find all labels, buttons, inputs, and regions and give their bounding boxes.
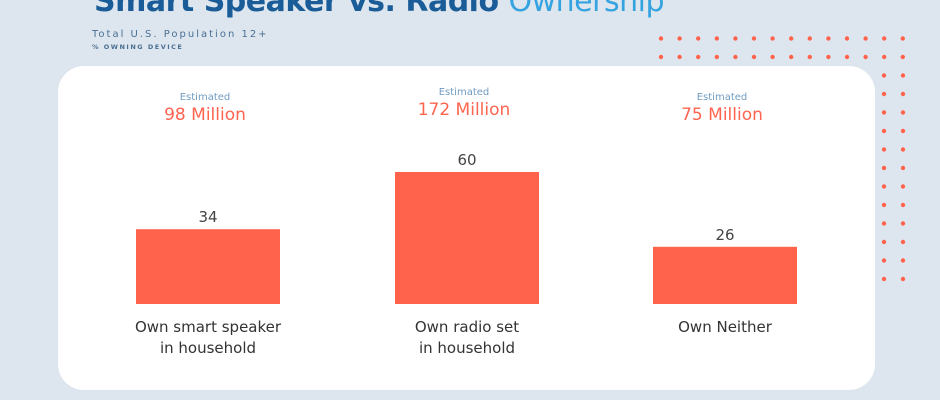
data-label: 60 [457, 151, 476, 169]
dot [733, 36, 738, 41]
dot [714, 54, 719, 60]
measure-label: % OWNING DEVICE [92, 43, 184, 51]
dot [826, 54, 831, 60]
dot [844, 54, 850, 60]
dot [882, 36, 887, 41]
dot [881, 147, 887, 152]
dot [900, 54, 905, 60]
dot [882, 54, 887, 60]
dot [881, 276, 887, 282]
dot [789, 36, 794, 41]
dot [900, 128, 906, 134]
category-label: in household [419, 339, 515, 357]
title-main: Smart Speaker vs. Radio [94, 0, 499, 19]
estimate-value: 98 Million [164, 105, 246, 125]
dot [900, 276, 906, 282]
dot [696, 36, 701, 41]
category-label: Own radio set [415, 318, 519, 336]
category-label: Own smart speaker [135, 318, 282, 336]
dot [900, 91, 906, 97]
dot [789, 54, 794, 60]
dot [881, 128, 887, 134]
dot [733, 54, 738, 60]
dot [881, 165, 887, 171]
dot [751, 54, 757, 60]
dot [900, 110, 906, 115]
dot [826, 36, 831, 41]
dot [900, 184, 906, 189]
dot [900, 147, 906, 152]
bar [653, 246, 797, 304]
estimate-label: Estimated [180, 92, 231, 103]
data-label: 26 [715, 226, 734, 244]
category-label: Own Neither [678, 318, 773, 336]
estimate-label: Estimated [697, 92, 748, 103]
dot [770, 36, 775, 41]
dot [844, 36, 850, 41]
dot [751, 36, 757, 41]
dot [863, 36, 868, 41]
dot [900, 36, 905, 41]
dot [900, 221, 906, 226]
subtitle: Total U.S. Population 12+ [92, 29, 269, 40]
dot [658, 54, 664, 60]
bar [136, 229, 280, 304]
dot [658, 36, 664, 41]
dot [900, 258, 906, 263]
dot [696, 54, 701, 60]
dot [881, 91, 887, 97]
dot [807, 54, 812, 60]
dot [881, 221, 887, 226]
dot [714, 36, 719, 41]
page-title: Smart Speaker vs. Radio Ownership [94, 0, 665, 19]
estimate-value: 172 Million [418, 100, 511, 120]
dot [807, 36, 812, 41]
dot [677, 54, 682, 60]
dot [881, 239, 887, 245]
dot [900, 73, 906, 78]
dot [881, 73, 887, 78]
dot [863, 54, 868, 60]
dot [900, 239, 906, 245]
dot [881, 258, 887, 263]
dot [881, 202, 887, 208]
dot [900, 165, 906, 171]
dot [770, 54, 775, 60]
title-accent: Ownership [508, 0, 665, 19]
bar [395, 172, 539, 304]
estimate-label: Estimated [439, 87, 490, 98]
dot [900, 202, 906, 208]
estimate-value: 75 Million [681, 105, 763, 125]
dot [677, 36, 682, 41]
data-label: 34 [198, 208, 217, 226]
category-label: in household [160, 339, 256, 357]
dot [881, 184, 887, 189]
dot [881, 110, 887, 115]
